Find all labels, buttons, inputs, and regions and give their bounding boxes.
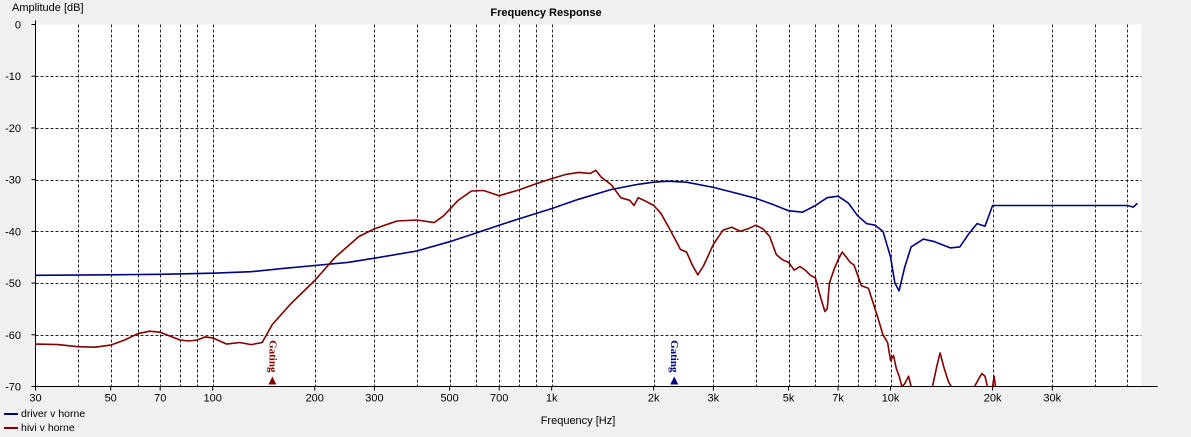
x-tick-label: 5k [783, 393, 795, 405]
x-tick-label: 300 [365, 393, 383, 405]
axes [33, 20, 1158, 389]
y-tick-label: -20 [5, 123, 21, 135]
y-tick-label: -50 [5, 278, 21, 290]
series-line-hivi [35, 169, 912, 387]
series-line-driver [35, 180, 1138, 292]
legend-label-hivi: hivi v horne [21, 422, 75, 434]
legend-swatch-driver [4, 413, 18, 415]
plot-area [35, 24, 1142, 387]
y-axis-label: Amplitude [dB] [12, 2, 84, 14]
gating-marker-label: Gating [668, 340, 680, 373]
x-tick-label: 200 [306, 393, 324, 405]
x-tick-label: 2k [648, 393, 660, 405]
legend-item-driver: driver v horne [4, 408, 85, 420]
x-tick-label: 20k [984, 393, 1002, 405]
x-tick-label: 700 [490, 393, 508, 405]
y-tick-label: -70 [5, 382, 21, 394]
x-tick-label: 500 [440, 393, 458, 405]
legend-item-hivi: hivi v horne [4, 422, 75, 434]
x-tick-label: 3k [708, 393, 720, 405]
series-segment-hivi [991, 375, 997, 387]
x-tick-labels: 30 50 70 100 200 300 500 700 1k 2k 3k 5k 7k 10k 20k 30k [29, 386, 1062, 405]
grid [35, 76, 1142, 336]
x-axis-label: Frequency [Hz] [541, 415, 616, 427]
gating-markers: Gating Gating [266, 340, 680, 385]
minor-grid [78, 24, 1128, 387]
x-tick-label: 70 [154, 393, 166, 405]
y-tick-label: -40 [5, 226, 21, 238]
y-tick-labels: 0 -10 -20 -30 -40 -50 -60 -70 [5, 20, 36, 394]
x-tick-label: 1k [546, 393, 558, 405]
x-tick-label: 100 [204, 393, 222, 405]
legend-label-driver: driver v horne [21, 408, 86, 420]
x-tick-label: 10k [882, 393, 900, 405]
series-lines [35, 169, 1138, 387]
series-segment-hivi [931, 352, 952, 387]
y-tick-label: 0 [15, 20, 21, 32]
y-tick-label: -10 [5, 71, 21, 83]
legend-swatch-hivi [4, 427, 18, 429]
x-tick-label: 7k [832, 393, 844, 405]
series-segment-hivi [973, 372, 989, 387]
y-tick-label: -30 [5, 175, 21, 187]
y-tick-label: -60 [5, 330, 21, 342]
gating-marker-arrow [670, 376, 679, 385]
gating-marker-arrow [268, 376, 277, 385]
chart-title: Frequency Response [490, 7, 601, 19]
gating-marker-label: Gating [266, 340, 278, 373]
x-tick-label: 30 [29, 393, 41, 405]
x-tick-label: 50 [105, 393, 117, 405]
x-tick-label: 30k [1043, 393, 1061, 405]
